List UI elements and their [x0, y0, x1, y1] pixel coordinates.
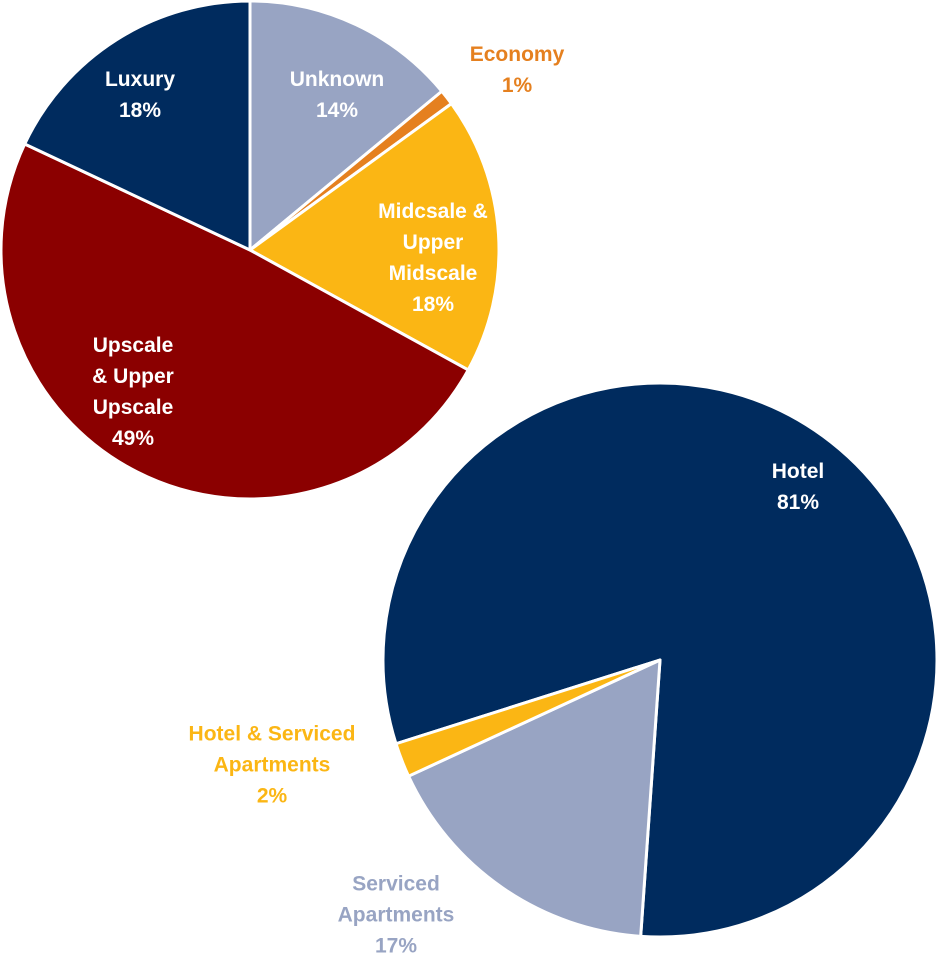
category-label: Upscale & Upper Upscale	[92, 334, 174, 419]
value-label: 2%	[256, 784, 288, 808]
slice-label: Luxury 18%	[80, 64, 200, 126]
category-label: Hotel & Serviced Apartments	[188, 722, 356, 777]
category-label: Economy	[469, 43, 565, 66]
category-label: Hotel	[771, 460, 825, 483]
slice-label: Unknown 14%	[257, 64, 417, 126]
category-label: Serviced Apartments	[337, 872, 455, 927]
slice-label: Hotel & Serviced Apartments 2%	[162, 719, 382, 812]
slice-label: Midcsale & Upper Midscale 18%	[378, 196, 488, 320]
slice-label: Upscale & Upper Upscale 49%	[83, 330, 183, 454]
value-label: 17%	[374, 934, 418, 958]
category-label: Midcsale & Upper Midscale	[378, 200, 488, 285]
pie-slice	[0, 142, 470, 501]
pie-slice	[248, 0, 444, 252]
value-label: 1%	[501, 74, 533, 97]
pie-slice	[248, 102, 501, 372]
value-label: 18%	[118, 99, 162, 122]
pie-slice	[394, 658, 662, 778]
category-label: Luxury	[104, 68, 175, 91]
category-label: Unknown	[289, 68, 385, 91]
slice-label: Hotel 81%	[738, 456, 858, 518]
value-label: 18%	[411, 293, 455, 316]
slice-label: Serviced Apartments 17%	[326, 869, 466, 962]
value-label: 81%	[776, 491, 820, 514]
pie-slice	[23, 0, 252, 252]
slice-label: Economy 1%	[447, 39, 587, 101]
pie-slice	[407, 658, 662, 938]
value-label: 49%	[111, 427, 155, 450]
value-label: 14%	[315, 99, 359, 122]
